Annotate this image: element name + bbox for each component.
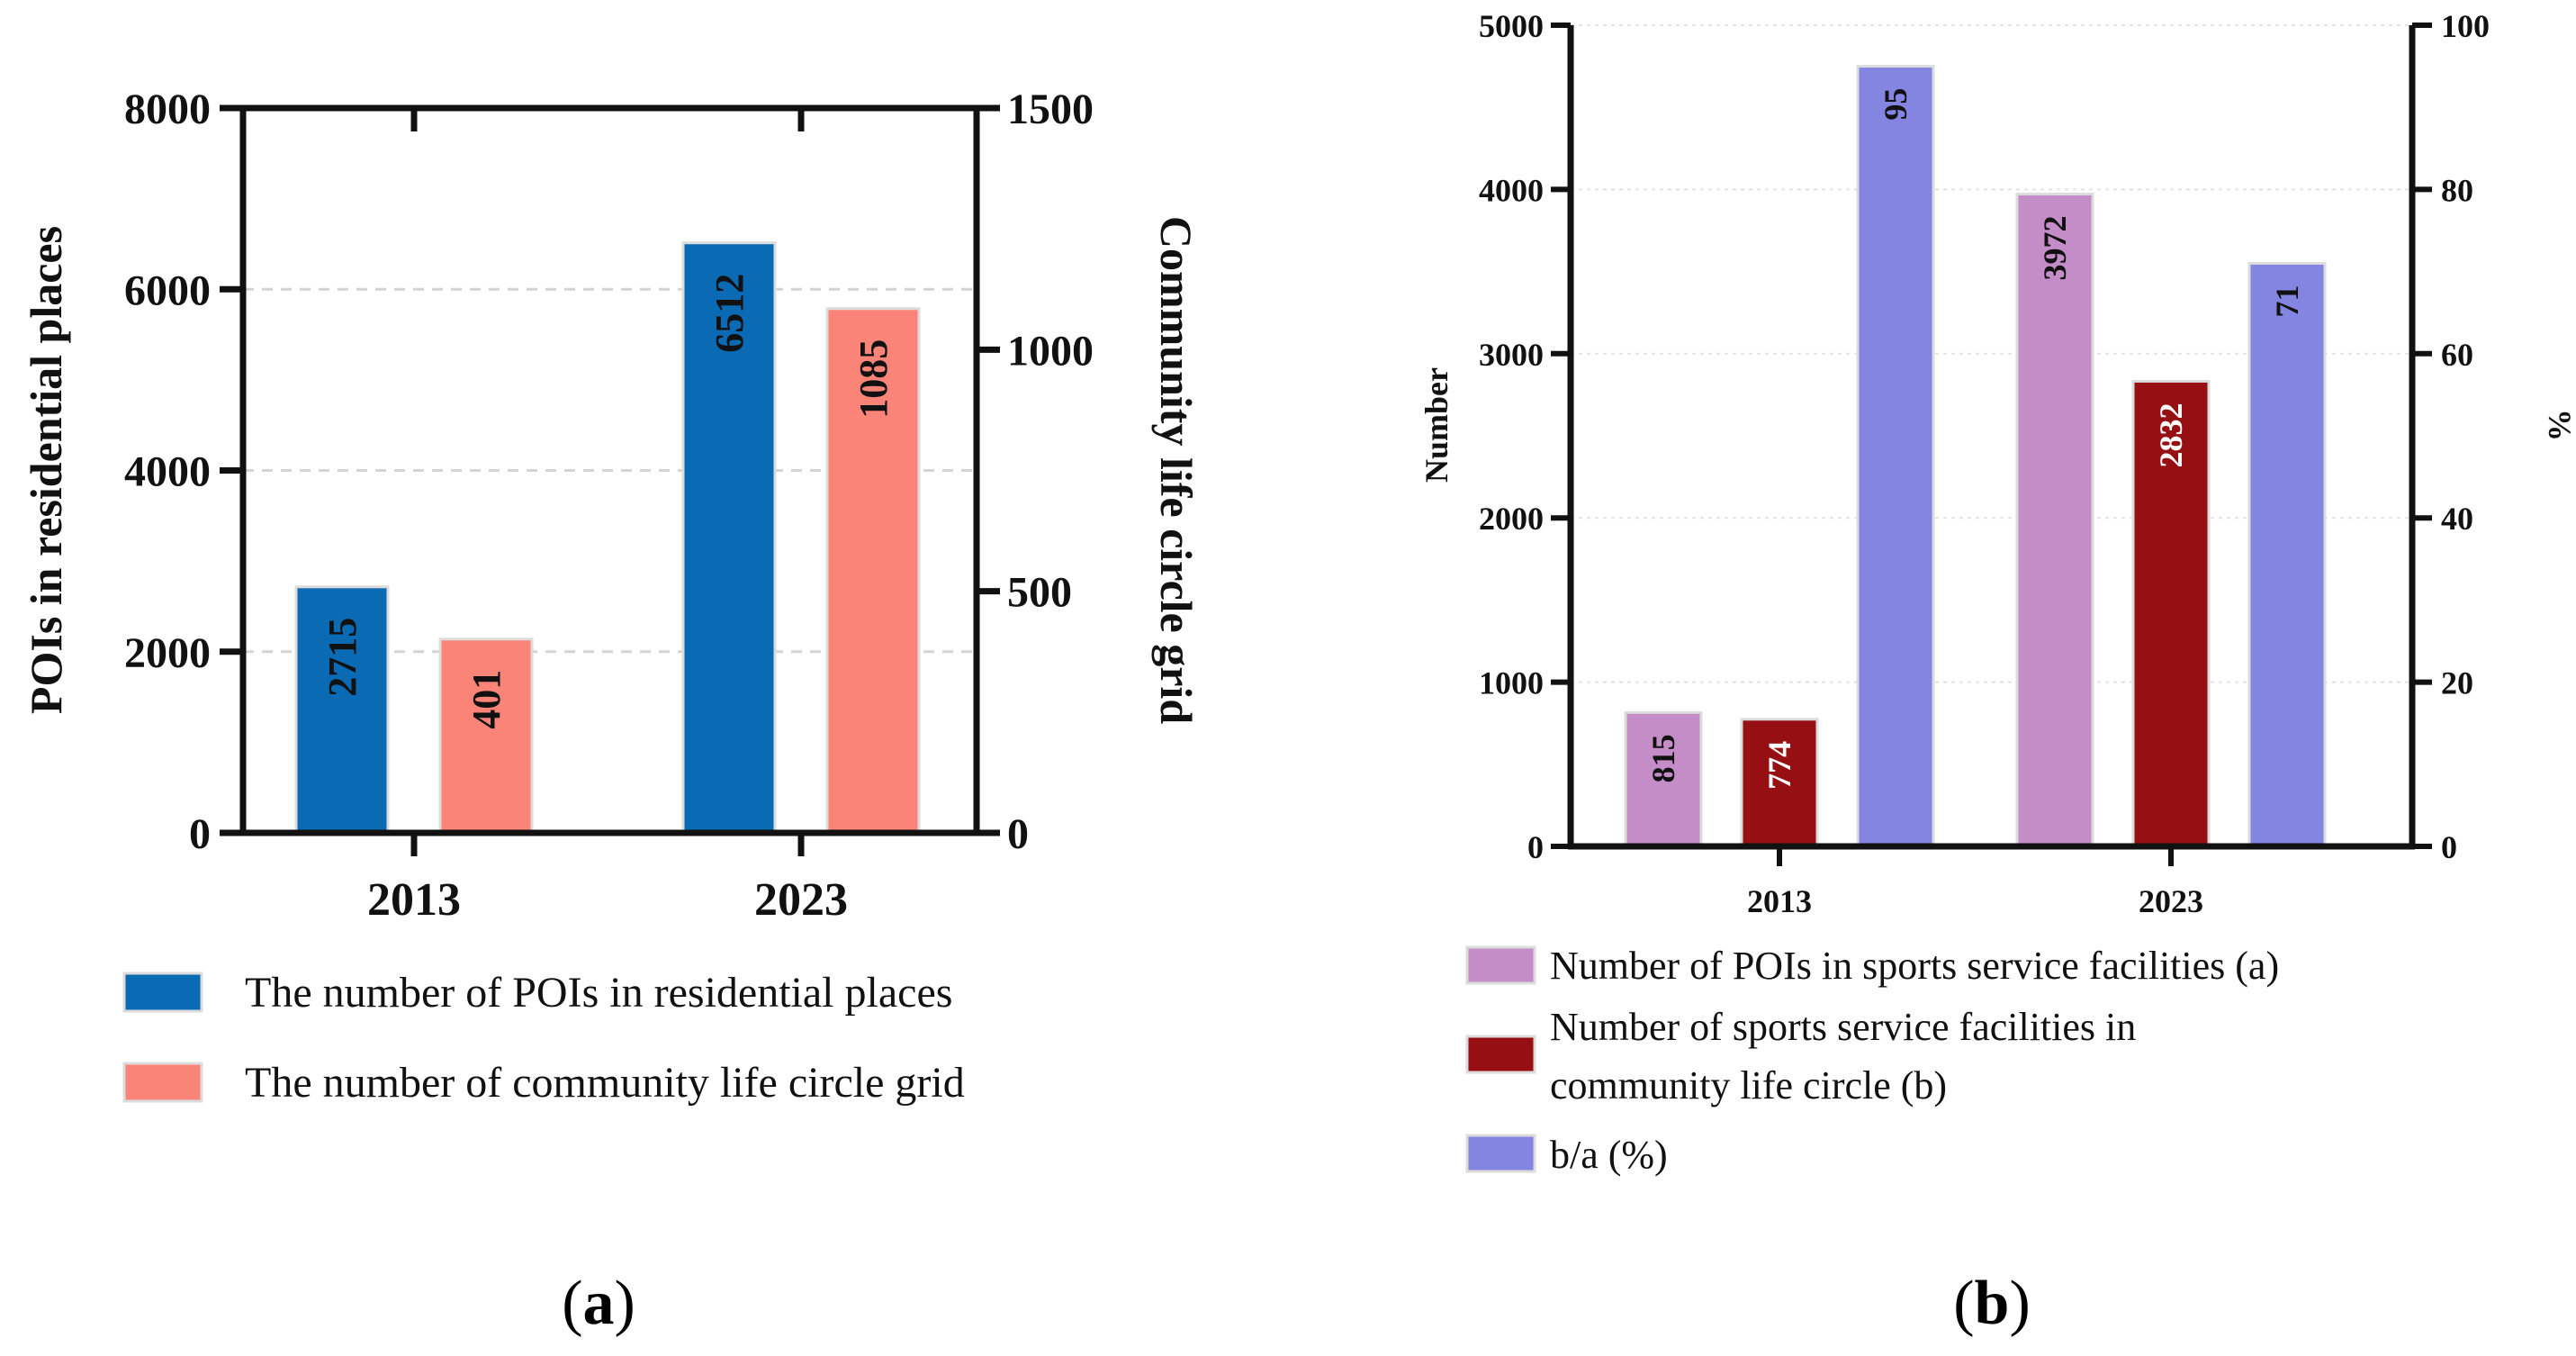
caption-a-open-paren: ( [562, 1269, 582, 1338]
b-left-tick-label: 0 [1527, 829, 1544, 865]
a-left-tick-label: 6000 [124, 267, 211, 314]
a-right-axis-title: Community life circle grid [1151, 216, 1202, 724]
b-axes [1567, 25, 2416, 850]
a-bar-value-label: 2715 [320, 618, 365, 697]
a-legend-label: The number of POIs in residential places [245, 969, 952, 1017]
b-right-tick-label: 0 [2441, 829, 2457, 865]
b-legend-label: Number of POIs in sports service facilit… [1550, 944, 2279, 988]
b-left-tick-label: 4000 [1479, 172, 1544, 208]
b-bar-value-label: 2832 [2153, 402, 2189, 467]
b-right-axis-title: % [2542, 409, 2576, 441]
a-left-tick-label: 8000 [124, 86, 211, 133]
b-legend-label-line1: Number of sports service facilities in [1550, 1005, 2136, 1049]
a-bar-life-circle-grid-2013 [438, 637, 534, 835]
b-bar-life-circle-facilities-2023 [2131, 379, 2211, 848]
b-x-tick-label: 2013 [1747, 883, 1812, 919]
a-left-tick-label: 4000 [124, 448, 211, 496]
a-bar-residential-pois-2023 [681, 241, 777, 835]
a-bar-value-label: 1085 [851, 339, 896, 419]
a-ticks: 0 2000 4000 6000 8000 0 500 1000 1500 2013 2023 [124, 86, 1094, 926]
b-x-tick-label: 2023 [2139, 883, 2203, 919]
a-bar-value-label: 401 [464, 670, 509, 729]
b-legend-swatch [1465, 1134, 1536, 1173]
a-bar-life-circle-grid-2023 [825, 307, 921, 835]
a-left-tick-label: 2000 [124, 629, 211, 677]
b-legend-label-line2: community life circle (b) [1550, 1063, 1947, 1107]
b-legend-swatch [1465, 1035, 1536, 1074]
a-legend-swatch [122, 1062, 203, 1103]
b-gridlines [1571, 24, 2412, 683]
a-x-tick-label: 2023 [754, 874, 848, 926]
b-right-tick-label: 100 [2441, 8, 2490, 44]
b-left-tick-label: 2000 [1479, 501, 1544, 537]
b-left-tick-label: 5000 [1479, 8, 1544, 44]
b-bar-value-label: 95 [1878, 88, 1914, 121]
caption-a-letter: a [583, 1269, 615, 1338]
caption-b-letter: b [1975, 1269, 2010, 1338]
b-legend-swatch [1465, 945, 1536, 985]
a-right-tick-label: 0 [1007, 810, 1029, 858]
b-legend: Number of POIs in sports service facilit… [1465, 944, 2279, 1177]
b-right-tick-label: 40 [2441, 501, 2473, 537]
caption-b: (b) [1953, 1269, 2031, 1338]
a-y-axis-title: POIs in residential places [21, 226, 71, 714]
a-right-tick-label: 1500 [1007, 86, 1094, 133]
a-legend-label: The number of community life circle grid [245, 1059, 965, 1107]
b-bars: 815 774 95 3972 2832 71 [1624, 65, 2327, 848]
b-bar-value-label: 774 [1761, 741, 1797, 790]
a-bars: 2715 401 6512 1085 [294, 241, 921, 835]
a-left-tick-label: 0 [189, 810, 211, 858]
a-right-tick-label: 1000 [1007, 327, 1094, 375]
b-bar-sports-pois-2023 [2015, 193, 2094, 848]
a-bar-residential-pois-2013 [294, 585, 390, 835]
b-bar-ratio-2013 [1856, 65, 1935, 848]
b-right-tick-label: 80 [2441, 172, 2473, 208]
b-right-tick-label: 60 [2441, 337, 2473, 373]
a-legend-swatch [122, 972, 203, 1013]
caption-b-close-paren: ) [2009, 1269, 2030, 1338]
b-bar-ratio-2023 [2247, 261, 2327, 848]
b-ticks: 0 1000 2000 3000 4000 5000 0 20 40 60 80 100 2013 202… [1479, 8, 2490, 919]
b-bar-value-label: 815 [1645, 734, 1681, 782]
b-bar-life-circle-facilities-2013 [1740, 718, 1819, 848]
a-x-tick-label: 2013 [367, 874, 461, 926]
a-bar-value-label: 6512 [707, 274, 752, 353]
b-left-tick-label: 3000 [1479, 337, 1544, 373]
caption-a-close-paren: ) [615, 1269, 635, 1338]
b-left-tick-label: 1000 [1479, 665, 1544, 701]
caption-a: (a) [562, 1269, 635, 1338]
b-right-tick-label: 20 [2441, 665, 2473, 701]
panel-a: 2715 401 6512 1085 0 2000 4000 6000 8000 0 500 100… [21, 86, 1202, 1107]
a-right-tick-label: 500 [1007, 569, 1072, 617]
b-bar-value-label: 3972 [2037, 216, 2073, 281]
a-legend: The number of POIs in residential places… [122, 969, 965, 1107]
b-legend-label: b/a (%) [1550, 1133, 1668, 1177]
b-bar-value-label: 71 [2269, 285, 2305, 317]
b-y-axis-title: Number [1419, 367, 1455, 483]
caption-b-open-paren: ( [1953, 1269, 1974, 1338]
